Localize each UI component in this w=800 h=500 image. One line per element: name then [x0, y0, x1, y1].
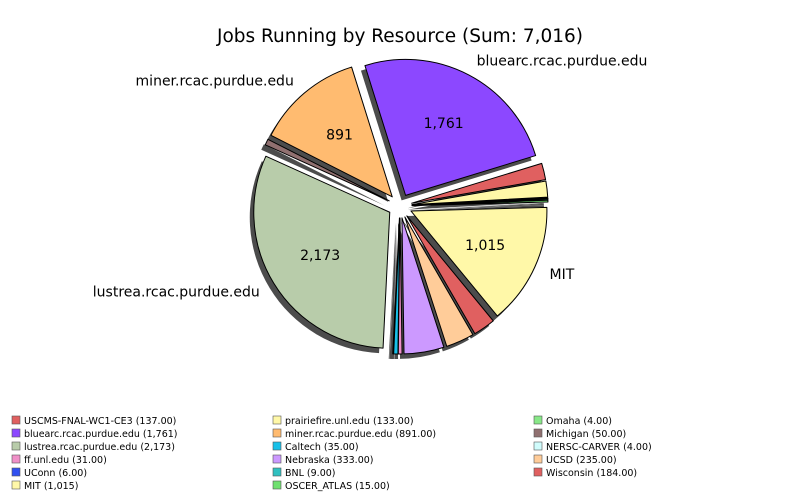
slice-shadow-michigan: [261, 144, 386, 206]
legend-label-uscms-fnal-wc1-ce3: USCMS-FNAL-WC1-CE3 (137.00): [24, 416, 176, 427]
pie-slice-prairiefire-unl-edu: [411, 180, 549, 206]
legend-swatch-omaha: [533, 415, 543, 425]
legend-label-oscer-atlas: OSCER_ATLAS (15.00): [285, 481, 390, 492]
pie-slice-lustrea-rcac-purdue-edu: [253, 155, 391, 349]
legend-label-uconn: UConn (6.00): [24, 468, 87, 479]
legend-swatch-caltech: [272, 441, 282, 451]
legend-swatch-bluearc-rcac-purdue-edu: [11, 428, 21, 438]
legend-swatch-bnl: [272, 467, 282, 477]
legend-swatch-ucsd: [533, 454, 543, 464]
slice-labels: 1,761 bluearc.rcac.purdue.edu 891 miner.rca…: [93, 54, 648, 301]
legend-label-ff-unl-edu: ff.unl.edu (31.00): [24, 455, 107, 466]
legend-swatch-michigan: [533, 428, 543, 438]
value-label-miner-rcac-purdue-edu: 891: [326, 128, 353, 144]
legend-label-nersc-carver: NERSC-CARVER (4.00): [546, 442, 652, 453]
legend-label-miner-rcac-purdue-edu: miner.rcac.purdue.edu (891.00): [285, 429, 436, 440]
pie-slice-miner-rcac-purdue-edu: [270, 66, 393, 198]
legend-label-wisconsin: Wisconsin (184.00): [546, 468, 637, 479]
value-label-lustrea-rcac-purdue-edu: 2,173: [300, 248, 340, 264]
legend-swatch-prairiefire-unl-edu: [272, 415, 282, 425]
legend-swatch-lustrea-rcac-purdue-edu: [11, 441, 21, 451]
value-label-mit: 1,015: [465, 238, 505, 254]
pie-slices: [253, 58, 549, 355]
pie-slice-omaha: [411, 197, 549, 206]
legend-swatch-uscms-fnal-wc1-ce3: [11, 415, 21, 425]
pie-slice-ff-unl-edu: [397, 217, 403, 355]
legend-label-caltech: Caltech (35.00): [285, 442, 359, 453]
pie-slice-uscms-fnal-wc1-ce3: [411, 162, 547, 204]
chart-title: Jobs Running by Resource (Sum: 7,016): [216, 26, 583, 47]
pie-slice-bluearc-rcac-purdue-edu: [364, 58, 537, 196]
slice-label-mit: MIT: [550, 267, 575, 283]
legend-swatch-nebraska: [272, 454, 282, 464]
slice-label-lustrea-rcac-purdue-edu: lustrea.rcac.purdue.edu: [93, 285, 260, 301]
legend-swatch-wisconsin: [533, 467, 543, 477]
pie-slice-wisconsin: [406, 215, 494, 335]
legend-swatch-ff-unl-edu: [11, 454, 21, 464]
legend-label-nebraska: Nebraska (333.00): [285, 455, 374, 466]
slice-shadow-uconn: [388, 222, 396, 359]
slice-shadow-nersc-carver: [407, 203, 544, 211]
legend-label-bluearc-rcac-purdue-edu: bluearc.rcac.purdue.edu (1,761): [24, 429, 178, 440]
slice-label-bluearc-rcac-purdue-edu: bluearc.rcac.purdue.edu: [477, 54, 648, 70]
slice-shadow-bnl: [407, 203, 544, 211]
legend-swatch-miner-rcac-purdue-edu: [272, 428, 282, 438]
legend-label-mit: MIT (1,015): [24, 481, 78, 492]
pie-slice-ucsd: [404, 216, 474, 347]
pie-slice-michigan: [264, 138, 390, 202]
legend-label-prairiefire-unl-edu: prairiefire.unl.edu (133.00): [285, 416, 414, 427]
slice-shadow-omaha: [407, 202, 544, 211]
legend-swatch-mit: [11, 480, 21, 490]
legend-swatch-uconn: [11, 467, 21, 477]
pie-slice-mit: [410, 206, 548, 317]
slice-label-miner-rcac-purdue-edu: miner.rcac.purdue.edu: [136, 74, 294, 90]
legend-label-lustrea-rcac-purdue-edu: lustrea.rcac.purdue.edu (2,173): [24, 442, 175, 453]
slice-shadow-oscer-atlas: [407, 205, 544, 211]
pie-slice-nebraska: [401, 217, 445, 355]
legend-label-bnl: BNL (9.00): [285, 468, 336, 479]
legend-swatch-oscer-atlas: [272, 480, 282, 490]
legend-label-omaha: Omaha (4.00): [546, 416, 612, 427]
legend-label-michigan: Michigan (50.00): [546, 429, 626, 440]
legend-swatch-nersc-carver: [533, 441, 543, 451]
value-label-bluearc-rcac-purdue-edu: 1,761: [424, 116, 464, 132]
legend: USCMS-FNAL-WC1-CE3 (137.00) bluearc.rcac.…: [11, 415, 652, 492]
legend-label-ucsd: UCSD (235.00): [546, 455, 617, 466]
